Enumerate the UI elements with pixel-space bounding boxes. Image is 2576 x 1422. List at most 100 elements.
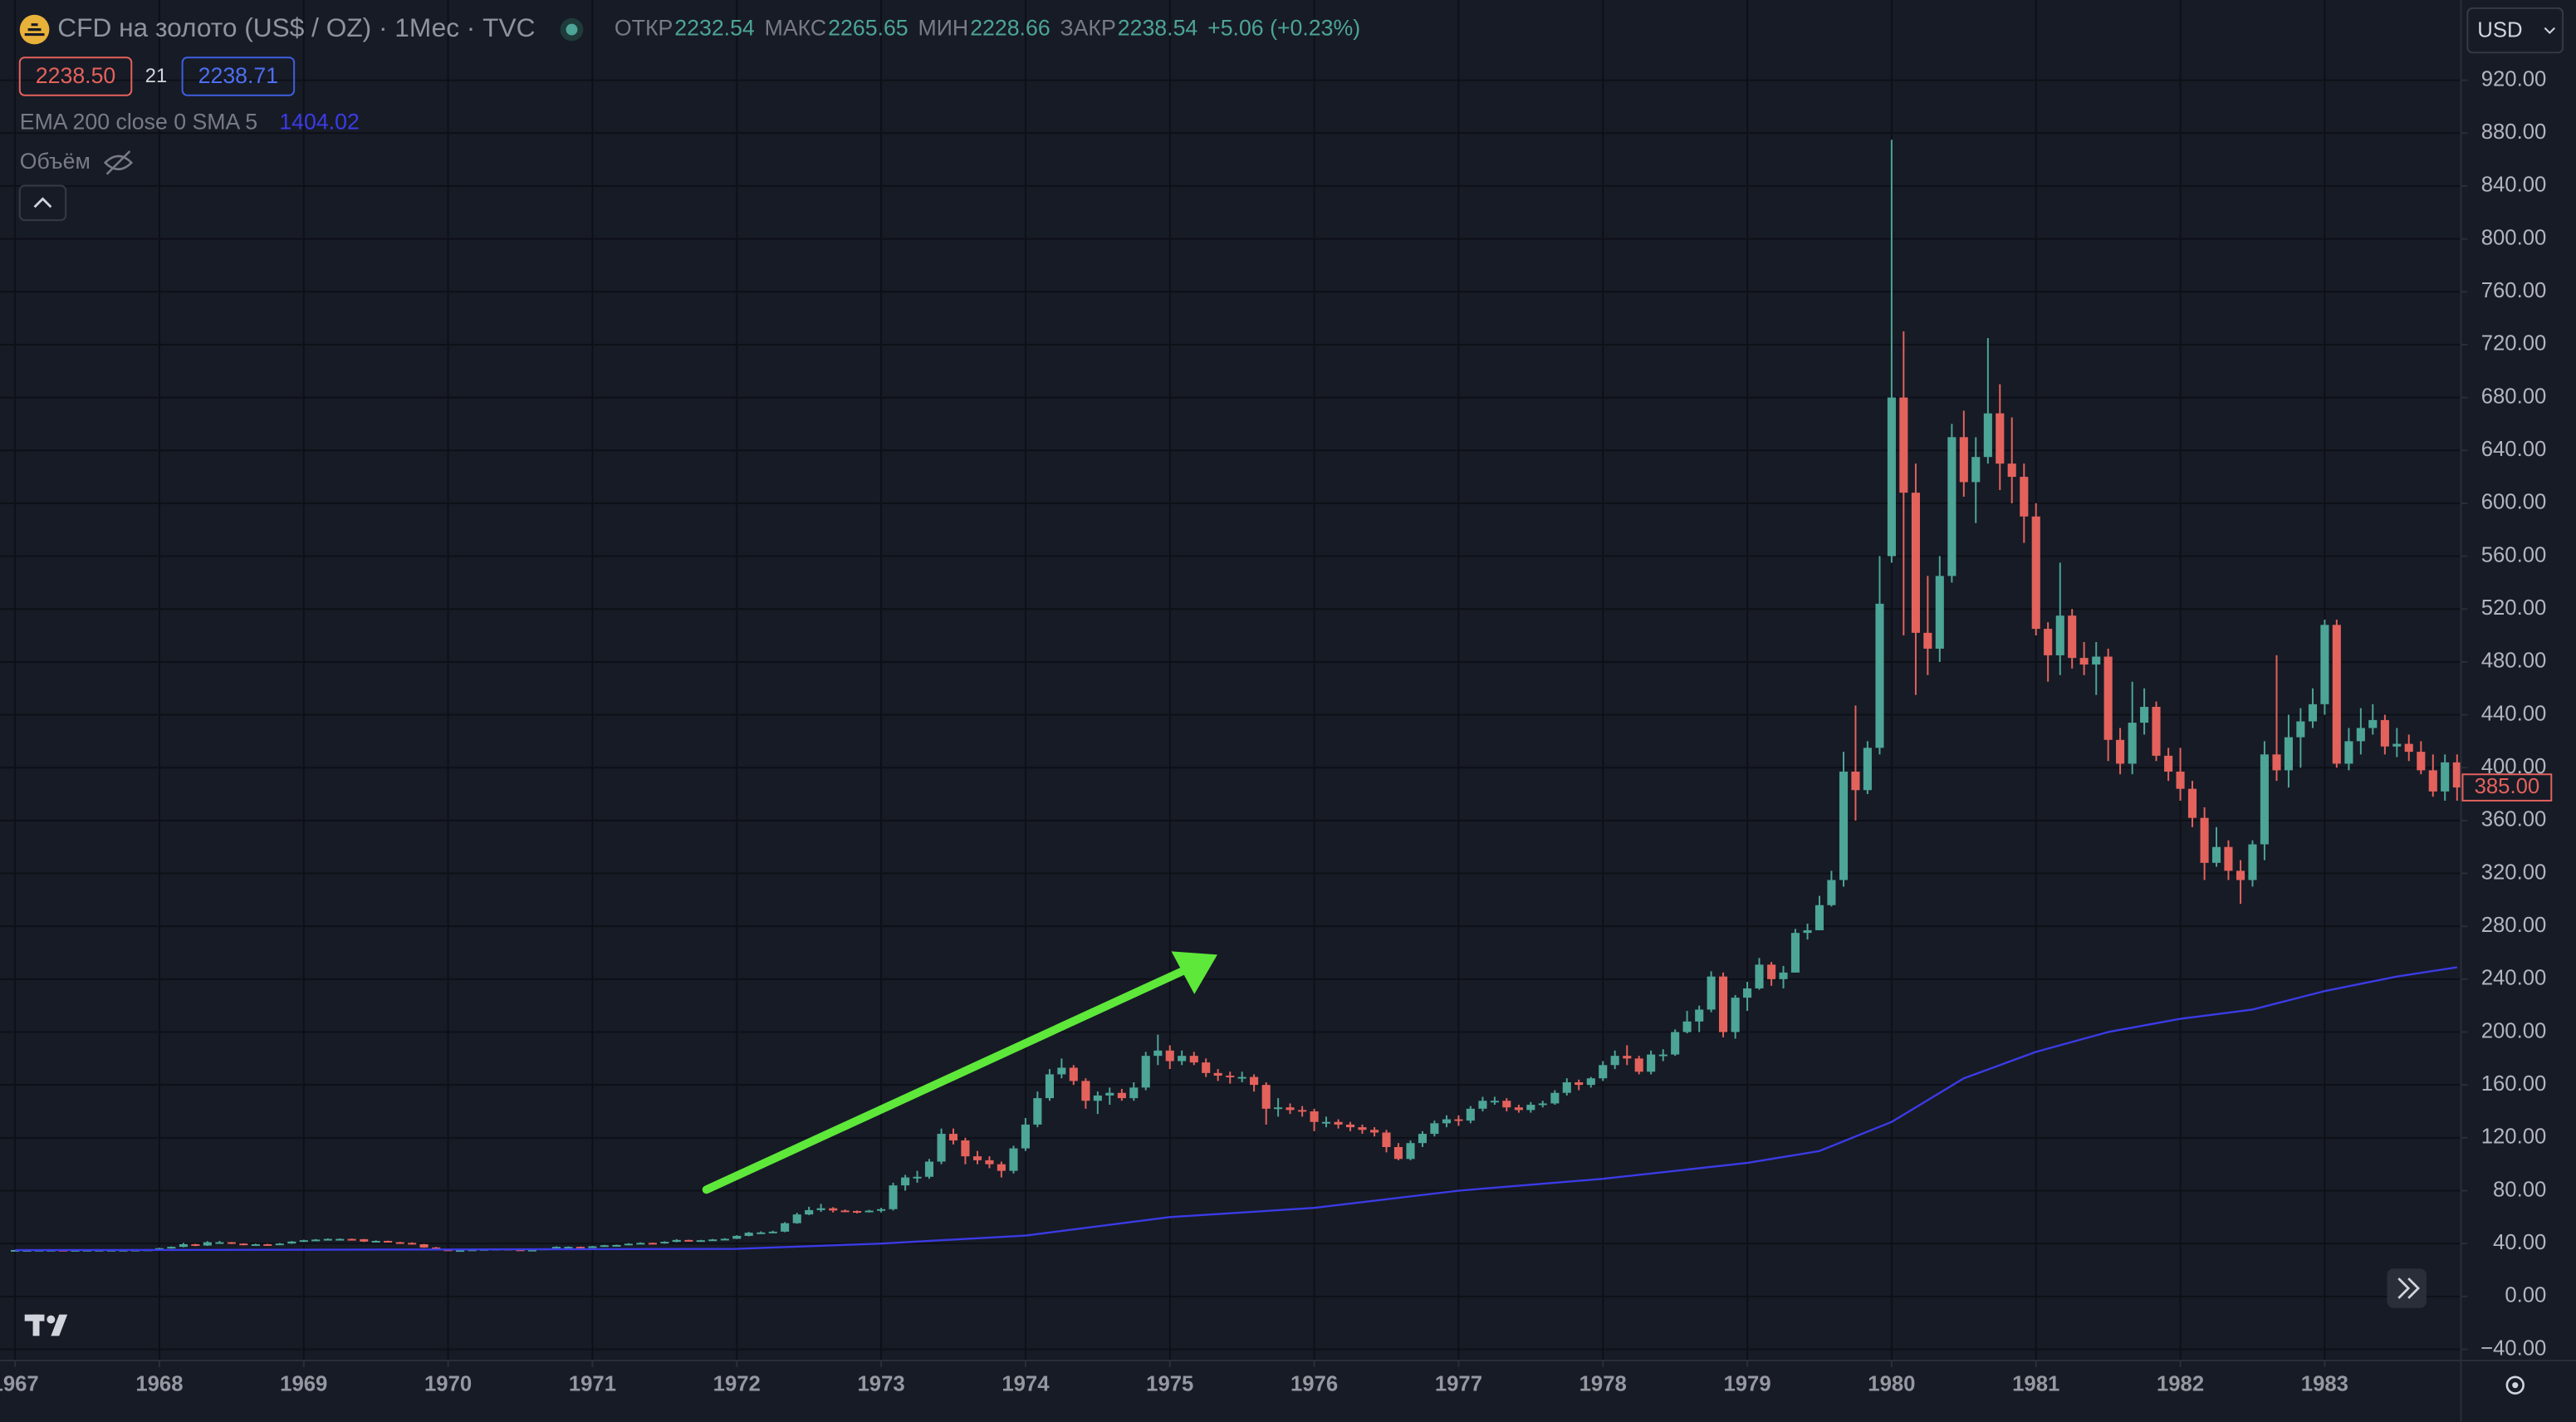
candle-body bbox=[1165, 1050, 1174, 1062]
candle-body bbox=[1021, 1124, 1030, 1149]
candle-body bbox=[311, 1239, 321, 1242]
ask-box[interactable] bbox=[181, 56, 296, 96]
candle-body bbox=[1911, 493, 1920, 633]
candle-body bbox=[239, 1243, 248, 1246]
ohlc-value: 2232.54 bbox=[674, 16, 755, 41]
candle-body bbox=[203, 1242, 212, 1246]
y-tick-label: 360.00 bbox=[2481, 808, 2547, 831]
candle-body bbox=[720, 1238, 729, 1241]
logo-t-stem bbox=[32, 1314, 40, 1336]
candle-body bbox=[2020, 477, 2029, 517]
ohlc-label: ЗАКР bbox=[1060, 16, 1116, 41]
ema-line bbox=[15, 966, 2457, 1252]
candle-body bbox=[575, 1247, 585, 1249]
candle-body bbox=[347, 1238, 356, 1241]
hide-icon[interactable] bbox=[103, 150, 134, 175]
spread: 21 bbox=[145, 66, 167, 87]
x-tick-label: 1971 bbox=[569, 1372, 616, 1395]
candle-body bbox=[1069, 1067, 1078, 1081]
candle-body bbox=[612, 1244, 621, 1247]
ohlc-value: 2238.54 bbox=[1118, 16, 1198, 41]
candle-body bbox=[1454, 1119, 1463, 1121]
candle-body bbox=[2320, 625, 2329, 704]
candle-body bbox=[1959, 437, 1968, 483]
candle-body bbox=[864, 1210, 874, 1213]
candle-body bbox=[1105, 1092, 1114, 1096]
plot bbox=[11, 140, 2461, 1253]
candle-body bbox=[1442, 1119, 1452, 1124]
candle-body bbox=[2044, 629, 2053, 655]
candle-body bbox=[2092, 656, 2101, 665]
candle-body bbox=[2428, 770, 2437, 792]
candle-body bbox=[2055, 615, 2064, 655]
indicator-name: EMA 200 close 0 SMA 5 bbox=[20, 109, 257, 134]
x-tick-label: 1983 bbox=[2301, 1372, 2348, 1395]
x-tick-label: 1972 bbox=[713, 1372, 761, 1395]
candle-body bbox=[527, 1249, 536, 1252]
candle-body bbox=[2392, 743, 2402, 747]
candle-body bbox=[1935, 576, 1944, 649]
ohlc-legend: ОТКР 2232.54 МАКС 2265.65 МИН 2228.66 ЗАКР 2238… bbox=[615, 16, 1360, 41]
x-tick-label: 1969 bbox=[280, 1372, 327, 1395]
y-tick-label: 600.00 bbox=[2481, 491, 2547, 514]
currency-select[interactable] bbox=[2466, 7, 2564, 54]
axes: −40.00 0.00 40.00 80.00 120.00 160.00 200.00 24… bbox=[0, 67, 2553, 1395]
candle-body bbox=[2152, 706, 2161, 756]
candle-body bbox=[2441, 762, 2450, 792]
candle-body bbox=[2128, 723, 2137, 764]
candle-body bbox=[1117, 1092, 1126, 1099]
candle-body bbox=[1298, 1110, 1307, 1112]
candle-body bbox=[757, 1232, 766, 1234]
candle-body bbox=[1839, 771, 1849, 880]
candle-body bbox=[2236, 870, 2245, 880]
candle-body bbox=[2224, 846, 2233, 871]
candle-body bbox=[1695, 1009, 1704, 1022]
candle-body bbox=[432, 1247, 441, 1250]
candle-body bbox=[1682, 1021, 1692, 1032]
collapse-button[interactable] bbox=[18, 184, 67, 222]
candle-body bbox=[1526, 1105, 1535, 1111]
candle-body bbox=[2368, 719, 2378, 728]
candle-body bbox=[1875, 603, 1884, 748]
candle-body bbox=[455, 1250, 465, 1253]
candle-body bbox=[816, 1208, 825, 1210]
candle-body bbox=[299, 1240, 308, 1243]
candle-body bbox=[684, 1239, 693, 1242]
candle-body bbox=[11, 1249, 20, 1252]
candle-body bbox=[1141, 1056, 1150, 1088]
candle-body bbox=[1718, 976, 1728, 1032]
candle-body bbox=[408, 1243, 417, 1245]
x-tick-label: 1978 bbox=[1579, 1372, 1627, 1395]
candle-body bbox=[2272, 754, 2281, 771]
settings-icon[interactable] bbox=[2505, 1375, 2525, 1395]
scroll-icon bbox=[2397, 1277, 2421, 1299]
candle-body bbox=[2344, 741, 2353, 764]
candle-body bbox=[1899, 397, 1908, 493]
candle-body bbox=[1274, 1107, 1283, 1110]
candle-body bbox=[2417, 752, 2426, 771]
candle-body bbox=[1971, 457, 1981, 483]
candle-body bbox=[2380, 719, 2389, 747]
currency: USD bbox=[2477, 18, 2522, 42]
symbol-icon-glyph bbox=[24, 23, 45, 37]
scroll-button[interactable] bbox=[2387, 1268, 2427, 1308]
candle-body bbox=[768, 1231, 777, 1233]
y-tick-label: 320.00 bbox=[2481, 861, 2547, 884]
tv-logo bbox=[24, 1314, 68, 1336]
candle-body bbox=[287, 1241, 296, 1244]
candle-body bbox=[1250, 1076, 1259, 1086]
x-tick-label: 1977 bbox=[1435, 1372, 1482, 1395]
symbol-title: CFD на золото (US$ / OZ) · 1Мес · TVC bbox=[57, 12, 535, 42]
bid-box[interactable] bbox=[18, 56, 133, 96]
candle-body bbox=[588, 1246, 597, 1248]
x-tick-label: 1975 bbox=[1146, 1372, 1193, 1395]
y-tick-label: 920.00 bbox=[2481, 67, 2547, 91]
candle-body bbox=[1045, 1074, 1055, 1099]
candle-body bbox=[1779, 972, 1788, 979]
candle-body bbox=[1466, 1108, 1475, 1121]
candle-body bbox=[1755, 964, 1764, 988]
candle-body bbox=[660, 1242, 669, 1244]
candle-body bbox=[263, 1243, 272, 1246]
candle-body bbox=[516, 1249, 525, 1252]
logo-v bbox=[51, 1314, 68, 1336]
